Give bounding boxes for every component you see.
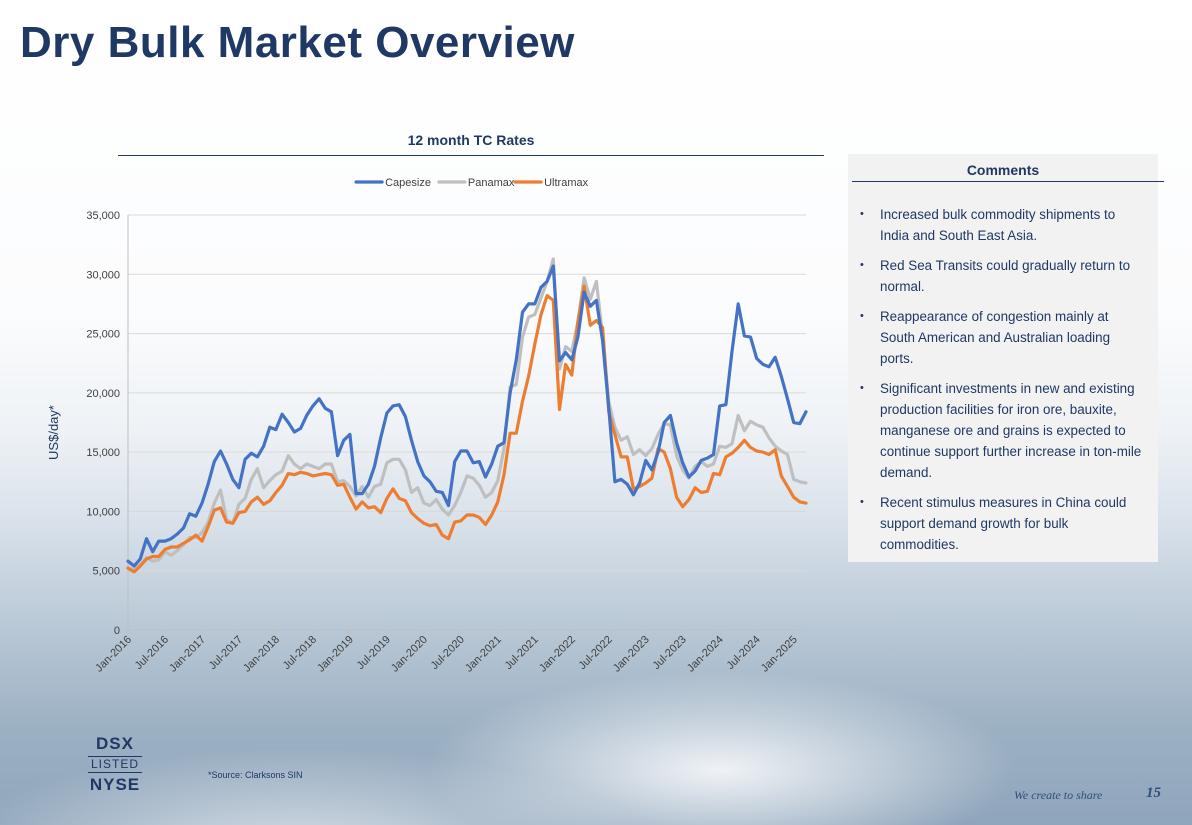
y-tick-label: 15,000 (86, 447, 120, 459)
legend-label-ultramax: Ultramax (544, 177, 589, 189)
x-tick-label: Jul-2020 (429, 634, 467, 672)
y-tick-label: 10,000 (86, 506, 120, 518)
comments-title: Comments (966, 162, 1040, 178)
comment-item: • Significant investments in new and exis… (860, 378, 1144, 483)
x-tick-label: Jul-2024 (724, 634, 762, 672)
x-tick-labels: Jan-2016Jul-2016Jan-2017Jul-2017Jan-2018… (93, 630, 800, 675)
y-tick-label: 25,000 (86, 329, 120, 341)
x-tick-label: Jan-2019 (315, 634, 356, 675)
y-tick-label: 30,000 (86, 269, 120, 281)
comment-text: Recent stimulus measures in China could … (880, 495, 1127, 552)
series-line-panamax (126, 257, 808, 572)
y-tick-labels: 0 5,000 10,000 15,000 20,000 25,000 30,000 35,0… (86, 210, 120, 637)
bullet-icon: • (860, 208, 864, 220)
series-line-ultramax (126, 284, 808, 574)
bullet-icon: • (860, 310, 864, 322)
x-tick-label: Jul-2022 (577, 634, 615, 672)
chart-axes (127, 215, 806, 631)
x-tick-label: Jan-2023 (611, 634, 652, 675)
x-tick-label: Jul-2021 (503, 634, 541, 672)
comments-panel: Comments • Increased bulk commodity shipm… (848, 154, 1164, 562)
x-tick-label: Jul-2023 (651, 634, 689, 672)
bullet-icon: • (860, 496, 864, 508)
page-title: Dry Bulk Market Overview (20, 18, 575, 67)
x-tick-label: Jan-2022 (537, 634, 578, 675)
comment-text: Increased bulk commodity shipments to In… (880, 207, 1116, 243)
y-tick-label: 35,000 (86, 210, 120, 222)
x-tick-label: Jul-2019 (355, 634, 393, 672)
legend-label-capesize: Capesize (385, 177, 431, 189)
page-number: 15 (1146, 785, 1161, 801)
comments-title-rule (852, 181, 1164, 182)
comment-item: • Increased bulk commodity shipments to I… (860, 204, 1144, 246)
bullet-icon: • (860, 382, 864, 394)
x-tick-label: Jan-2025 (759, 634, 800, 675)
x-tick-label: Jul-2018 (281, 634, 319, 672)
series-lines (126, 257, 808, 574)
y-tick-label: 20,000 (86, 388, 120, 400)
x-tick-label: Jan-2016 (93, 634, 134, 675)
chart-title: 12 month TC Rates (407, 132, 535, 148)
y-gridlines (128, 214, 806, 572)
comment-item: • Recent stimulus measures in China could… (860, 492, 1144, 555)
y-tick-label: 5,000 (92, 566, 120, 578)
y-axis-label: US$/day* (46, 405, 61, 460)
logo-listed: LISTED (88, 756, 142, 773)
comments-list: • Increased bulk commodity shipments to I… (848, 204, 1158, 555)
y-tick-label: 0 (114, 625, 120, 637)
bullet-icon: • (860, 259, 864, 271)
logo-exchange: NYSE (89, 775, 141, 794)
x-tick-label: Jan-2017 (167, 634, 208, 675)
logo-ticker: DSX (96, 734, 134, 753)
tc-rates-line-chart: 0 5,000 10,000 15,000 20,000 25,000 30,000 35,0… (46, 177, 808, 675)
chart-title-rule (118, 155, 824, 156)
chart-legend: Capesize Panamax Ultramax (354, 177, 589, 189)
x-tick-label: Jan-2021 (463, 634, 504, 675)
x-tick-label: Jan-2024 (685, 634, 726, 675)
x-tick-label: Jul-2016 (133, 634, 171, 672)
comment-text: Reappearance of congestion mainly at Sou… (880, 309, 1111, 366)
comment-item: • Reappearance of congestion mainly at So… (860, 306, 1144, 369)
series-line-capesize (126, 264, 808, 568)
x-tick-label: Jan-2020 (389, 634, 430, 675)
comment-text: Significant investments in new and exist… (880, 381, 1142, 480)
x-tick-label: Jan-2018 (241, 634, 282, 675)
tagline: We create to share (1014, 788, 1103, 802)
x-tick-label: Jul-2017 (207, 634, 245, 672)
comment-item: • Red Sea Transits could gradually return… (860, 255, 1144, 297)
source-note: *Source: Clarksons SIN (208, 770, 303, 780)
dsx-nyse-logo: DSX LISTED NYSE (86, 734, 144, 795)
comment-text: Red Sea Transits could gradually return … (880, 258, 1131, 294)
legend-label-panamax: Panamax (468, 177, 515, 189)
